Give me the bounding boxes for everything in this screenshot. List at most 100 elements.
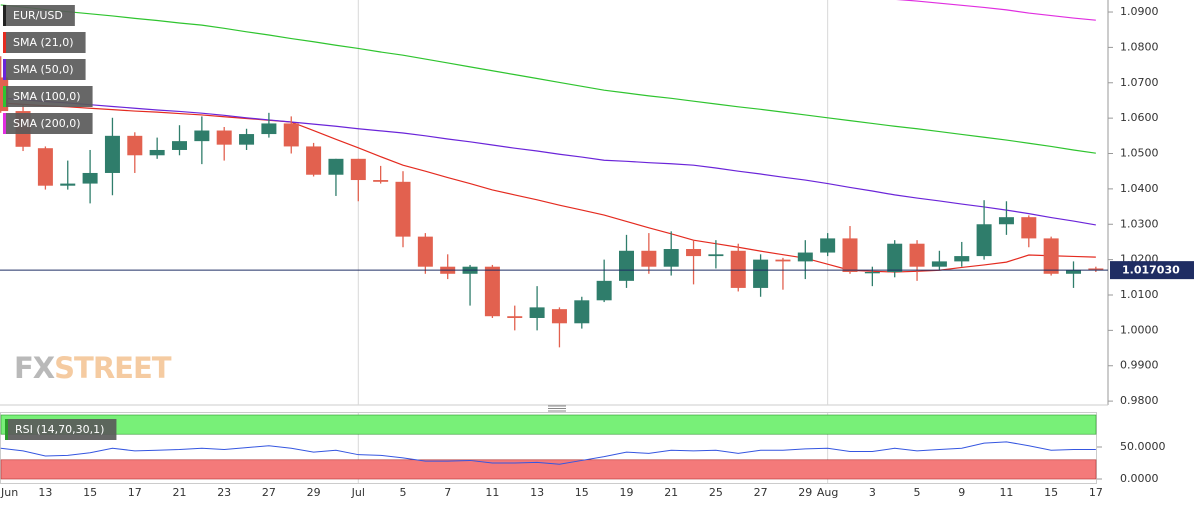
y-tick-label: 1.0600: [1120, 111, 1159, 124]
candle-body: [484, 266, 500, 317]
x-tick-label: 19: [620, 486, 634, 499]
candle-body: [239, 134, 255, 145]
x-tick-label: Jul: [351, 486, 365, 499]
x-tick-label: 13: [38, 486, 52, 499]
candle-body: [842, 238, 858, 273]
candle-body: [1043, 238, 1059, 274]
y-tick-label: 1.0500: [1120, 147, 1159, 160]
rsi-panel: [0, 412, 1097, 484]
candle-body: [127, 135, 143, 156]
y-tick-label: 50.0000: [1120, 440, 1166, 453]
legend-swatch: [3, 32, 6, 53]
candle-body: [373, 180, 389, 182]
candle-body: [686, 249, 702, 257]
watermark: FXSTREET: [14, 351, 172, 385]
legend-item[interactable]: RSI (14,70,30,1): [5, 419, 117, 440]
candle-body: [1066, 270, 1081, 274]
candle-body: [954, 256, 970, 262]
candle-body: [574, 300, 590, 324]
x-tick-label: 13: [530, 486, 544, 499]
x-tick-label: 5: [400, 486, 407, 499]
legend-item[interactable]: EUR/USD: [3, 5, 75, 26]
x-tick-label: 9: [958, 486, 965, 499]
candle-body: [82, 172, 98, 184]
y-tick-label: 0.0000: [1120, 472, 1159, 485]
legend-item[interactable]: SMA (100,0): [3, 86, 93, 107]
legend-label: SMA (50,0): [13, 63, 74, 76]
x-tick-label: Aug: [817, 486, 838, 499]
candle-body: [775, 259, 791, 262]
candle-body: [708, 254, 724, 257]
last-price-box: [1110, 261, 1194, 280]
sma-line: [0, 97, 1096, 226]
candle-body: [37, 148, 53, 186]
sma-line: [896, 0, 1096, 21]
candle-body: [306, 146, 322, 175]
legend-item[interactable]: SMA (21,0): [3, 32, 86, 53]
legend-label: EUR/USD: [13, 9, 63, 22]
candle-body: [350, 158, 366, 181]
candle-body: [149, 149, 165, 156]
watermark-part: FX: [14, 351, 55, 385]
candle-body: [887, 243, 903, 273]
x-tick-label: 11: [485, 486, 499, 499]
candle-body: [1088, 268, 1104, 271]
legend-item[interactable]: SMA (50,0): [3, 59, 86, 80]
candle-body: [820, 238, 836, 253]
overbought-band: [0, 414, 1097, 435]
y-tick-label: 1.0300: [1120, 217, 1159, 230]
divider-handle[interactable]: [548, 405, 566, 412]
candle-body: [551, 309, 567, 324]
legend-item[interactable]: SMA (200,0): [3, 113, 93, 134]
legend-box: [3, 59, 86, 80]
x-tick-label: 27: [754, 486, 768, 499]
y-tick-label: 1.0100: [1120, 288, 1159, 301]
legend-label: SMA (21,0): [13, 36, 74, 49]
y-tick-label: 0.9800: [1120, 394, 1159, 407]
last-price-label: 1.017030: [1122, 264, 1180, 277]
y-tick-label: 0.9900: [1120, 359, 1159, 372]
x-tick-label: Jun: [0, 486, 18, 499]
x-tick-label: 25: [709, 486, 723, 499]
y-tick-label: 1.0800: [1120, 40, 1159, 53]
x-tick-label: 3: [869, 486, 876, 499]
legend-box: [3, 32, 86, 53]
candle-body: [104, 135, 120, 173]
candle-body: [730, 250, 746, 288]
legend-box: [3, 5, 75, 26]
legend-box: [3, 113, 93, 134]
x-tick-label: 5: [914, 486, 921, 499]
sma-line: [0, 102, 1096, 273]
candle-body: [619, 250, 634, 281]
candle-body: [216, 130, 232, 145]
legend-label: RSI (14,70,30,1): [15, 423, 104, 436]
price-plot: [0, 0, 1104, 405]
legend-box: [3, 86, 93, 107]
candle-body: [976, 224, 992, 257]
candle-body: [507, 316, 523, 318]
candle-body: [797, 252, 813, 262]
x-tick-label: 29: [798, 486, 812, 499]
candle-body: [194, 130, 210, 142]
candle-body: [753, 259, 769, 288]
y-tick-label: 1.0900: [1120, 5, 1159, 18]
x-tick-label: 15: [575, 486, 589, 499]
candle-body: [998, 217, 1014, 225]
x-tick-label: 23: [217, 486, 231, 499]
legend-label: SMA (200,0): [13, 117, 81, 130]
candle-body: [529, 307, 545, 318]
candle-body: [1021, 217, 1037, 239]
candle-body: [417, 236, 433, 267]
x-tick-label: 11: [999, 486, 1013, 499]
x-tick-label: 29: [307, 486, 321, 499]
rsi-line: [0, 441, 1096, 465]
candle-body: [931, 261, 947, 267]
x-tick-label: 21: [173, 486, 187, 499]
legend-swatch: [3, 113, 6, 134]
x-tick-label: 21: [664, 486, 678, 499]
candle-body: [261, 123, 277, 135]
y-tick-label: 1.0400: [1120, 182, 1159, 195]
candle-body: [60, 183, 76, 186]
legend-swatch: [3, 5, 6, 26]
